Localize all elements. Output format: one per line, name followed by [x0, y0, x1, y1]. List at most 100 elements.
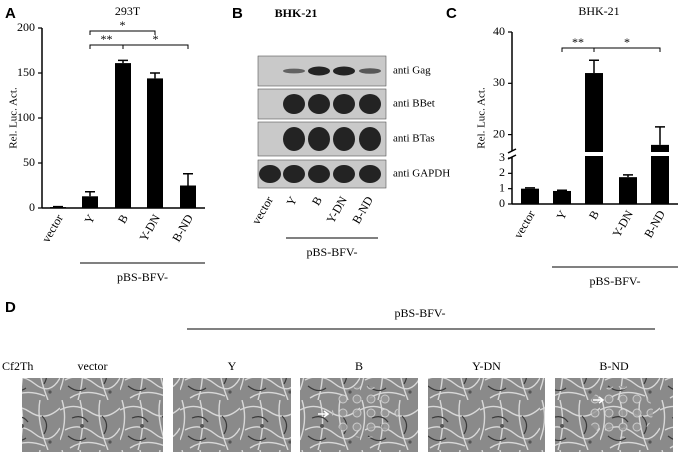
- y-tick-label: 1: [499, 180, 505, 194]
- x-tick-label: vector: [39, 212, 66, 245]
- x-tick-label: vector: [511, 208, 538, 241]
- blot-band: [359, 165, 381, 183]
- x-tick-label: B-ND: [169, 212, 196, 245]
- y-tick-label: 40: [493, 24, 505, 38]
- blot-band: [308, 127, 330, 151]
- x-tick-label: Y: [554, 208, 571, 223]
- blot-band: [333, 127, 355, 151]
- blot-band: [333, 66, 355, 76]
- lane-label: Y: [284, 194, 301, 209]
- arrow: [318, 410, 330, 418]
- blot-band: [359, 127, 381, 151]
- significance-bracket: [122, 44, 189, 49]
- blot-band: [359, 68, 381, 74]
- error-bar: [525, 187, 535, 189]
- lane-label: B-ND: [349, 194, 376, 227]
- blot-band: [259, 165, 281, 183]
- blot-band: [283, 127, 305, 151]
- error-bar: [623, 174, 633, 178]
- bar: [82, 196, 98, 208]
- micrograph: [22, 378, 163, 452]
- axis-break: [507, 148, 517, 154]
- bar-break: [584, 152, 604, 156]
- error-bar: [655, 126, 665, 145]
- x-tick-label: Y: [82, 212, 99, 227]
- lane-label: vector: [249, 194, 276, 227]
- syncytium: [331, 386, 398, 438]
- condition-label: B: [355, 359, 363, 373]
- condition-label: vector: [78, 359, 108, 373]
- bar: [619, 177, 637, 204]
- micrograph: [173, 378, 291, 452]
- blot-band: [283, 94, 305, 114]
- y-axis-label: Rel. Luc. Act.: [8, 87, 20, 149]
- group-label: pBS-BFV-: [590, 274, 641, 288]
- group-label: pBS-BFV-: [117, 270, 168, 284]
- blot-band: [308, 94, 330, 114]
- lane-label: Y-DN: [324, 194, 351, 226]
- bar: [521, 188, 539, 204]
- significance-label: *: [624, 35, 630, 49]
- antibody-label: anti GAPDH: [393, 168, 450, 180]
- condition-label: B-ND: [599, 359, 629, 373]
- y-tick-label: 100: [17, 110, 35, 124]
- antibody-label: anti BBet: [393, 98, 435, 110]
- error-bar: [85, 191, 95, 197]
- significance-label: *: [120, 18, 126, 32]
- bar: [651, 144, 669, 204]
- x-tick-label: Y-DN: [610, 208, 637, 240]
- panel-letter: B: [232, 5, 243, 22]
- y-tick-label: 30: [493, 75, 505, 89]
- significance-bracket: [593, 47, 661, 52]
- significance-label: *: [153, 32, 159, 46]
- group-label: pBS-BFV-: [395, 306, 446, 320]
- bar: [180, 185, 196, 208]
- y-axis-label: Rel. Luc. Act.: [476, 87, 488, 149]
- y-tick-label: 3: [499, 150, 505, 164]
- y-tick-label: 20: [493, 126, 505, 140]
- blot-band: [308, 66, 330, 76]
- antibody-label: anti Gag: [393, 65, 431, 77]
- blot-band: [283, 68, 305, 74]
- arrow: [593, 396, 605, 404]
- panel-letter: A: [5, 5, 16, 22]
- error-bar: [557, 189, 567, 191]
- blot-band: [283, 165, 305, 183]
- lane-label: B: [309, 194, 325, 208]
- significance-label: **: [101, 32, 113, 46]
- panel-letter: D: [5, 299, 16, 316]
- condition-label: Y: [228, 359, 237, 373]
- x-tick-label: B-ND: [641, 208, 668, 241]
- x-tick-label: B: [586, 208, 602, 222]
- error-bar: [589, 59, 599, 74]
- significance-bracket: [89, 30, 156, 35]
- blot-band: [308, 165, 330, 183]
- x-tick-label: B: [115, 212, 131, 226]
- chart-title: 293T: [115, 4, 141, 18]
- blot-title: BHK-21: [275, 6, 318, 20]
- error-bar: [183, 173, 193, 186]
- y-tick-label: 150: [17, 65, 35, 79]
- bar-break: [650, 152, 670, 156]
- chart-title: BHK-21: [578, 4, 619, 18]
- blot-band: [333, 94, 355, 114]
- y-tick-label: 0: [499, 196, 505, 210]
- panel-letter: C: [446, 5, 457, 22]
- cell-line-label: Cf2Th: [2, 359, 33, 373]
- group-label: pBS-BFV-: [307, 245, 358, 259]
- x-tick-label: Y-DN: [137, 212, 164, 244]
- error-bar: [118, 59, 128, 64]
- micrograph: [428, 378, 545, 452]
- antibody-label: anti BTas: [393, 133, 435, 145]
- syncytium: [586, 386, 653, 438]
- y-tick-label: 2: [499, 165, 505, 179]
- blot-band: [333, 165, 355, 183]
- y-tick-label: 0: [29, 200, 35, 214]
- bar: [50, 207, 66, 208]
- blot-band: [359, 94, 381, 114]
- error-bar: [150, 72, 160, 79]
- significance-label: **: [572, 35, 584, 49]
- bar: [553, 190, 571, 204]
- bar: [115, 63, 131, 208]
- bar: [147, 78, 163, 209]
